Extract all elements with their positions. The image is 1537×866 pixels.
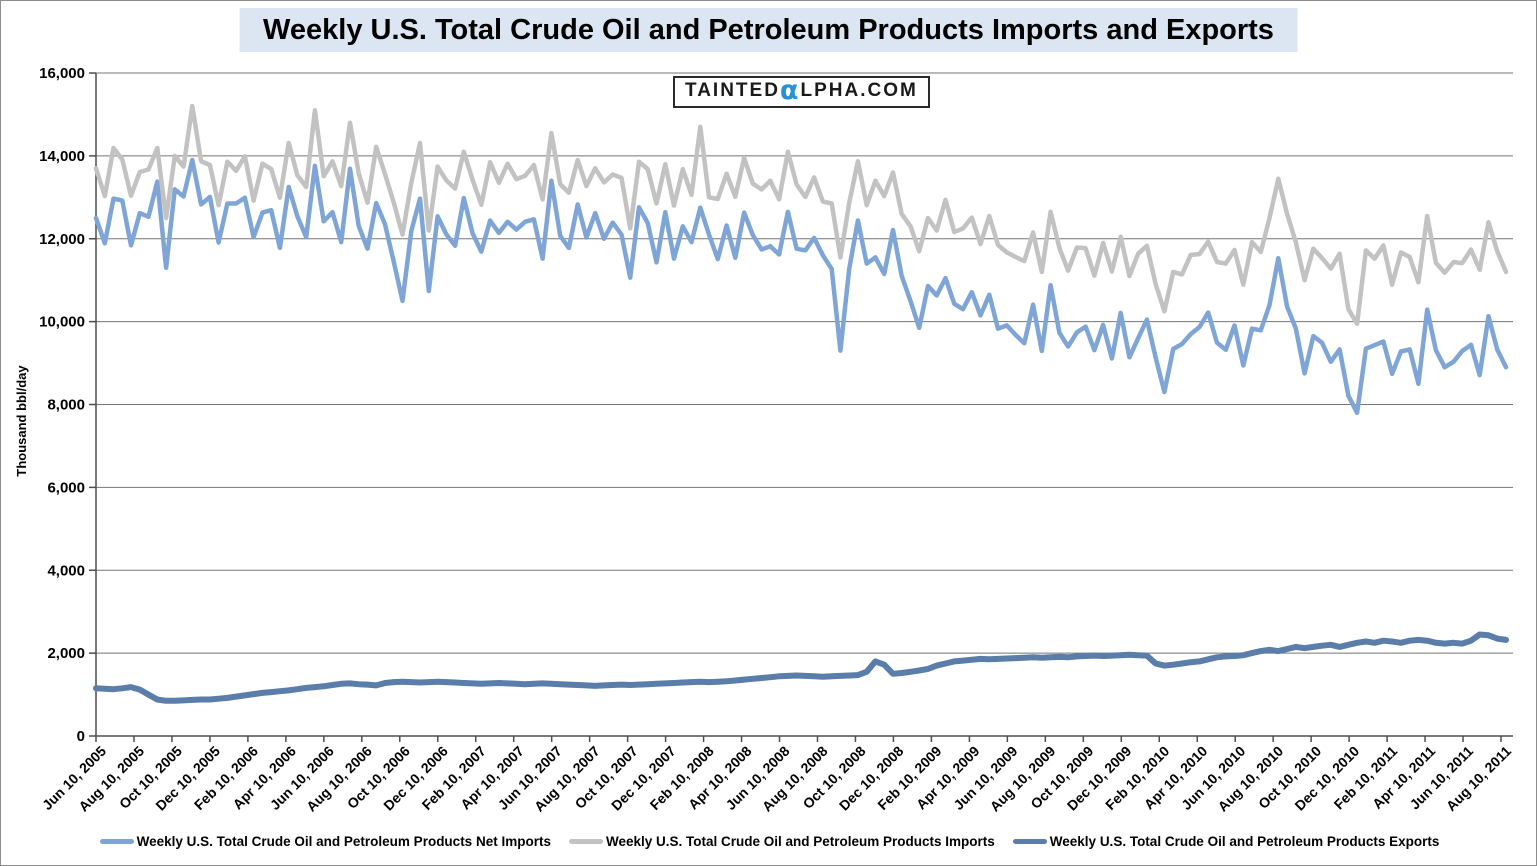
chart-legend: Weekly U.S. Total Crude Oil and Petroleu…	[1, 834, 1536, 849]
y-tick-label: 16,000	[39, 65, 85, 82]
y-tick-label: 0	[77, 728, 85, 745]
watermark-logo: TAINTEDαLPHA.COM	[673, 76, 930, 108]
chart-canvas: 0 2,000 4,000 6,000 8,000 10,000 12,000 14,000 1…	[14, 65, 1514, 815]
series-line-1	[93, 103, 1509, 326]
y-tick-label: 6,000	[47, 479, 85, 496]
legend-swatch-exports-icon	[1012, 839, 1047, 844]
y-tick-label: 8,000	[47, 397, 85, 414]
page-title: Weekly U.S. Total Crude Oil and Petroleu…	[239, 8, 1298, 52]
watermark-text-right: LPHA.COM	[800, 80, 918, 101]
legend-swatch-imports-icon	[568, 839, 603, 844]
y-tick-label: 12,000	[39, 231, 85, 248]
y-tick-label: 4,000	[47, 562, 85, 579]
watermark-alpha-icon: α	[779, 75, 801, 106]
legend-label-exports: Weekly U.S. Total Crude Oil and Petroleu…	[1049, 834, 1440, 849]
y-tick-label: 14,000	[39, 148, 85, 165]
series-line-2	[93, 631, 1509, 704]
legend-label-imports: Weekly U.S. Total Crude Oil and Petroleu…	[605, 834, 995, 849]
legend-swatch-net-imports-icon	[99, 839, 134, 844]
legend-label-net-imports: Weekly U.S. Total Crude Oil and Petroleu…	[136, 834, 551, 849]
y-tick-label: 2,000	[47, 645, 85, 662]
series-line-0	[93, 157, 1509, 416]
y-axis-title: Thousand bbl/day	[14, 365, 29, 477]
legend-item-exports: Weekly U.S. Total Crude Oil and Petroleu…	[1012, 834, 1440, 849]
legend-item-net-imports: Weekly U.S. Total Crude Oil and Petroleu…	[99, 834, 551, 849]
y-tick-label: 10,000	[39, 314, 85, 331]
legend-item-imports: Weekly U.S. Total Crude Oil and Petroleu…	[568, 834, 995, 849]
watermark-text-left: TAINTED	[685, 80, 780, 101]
